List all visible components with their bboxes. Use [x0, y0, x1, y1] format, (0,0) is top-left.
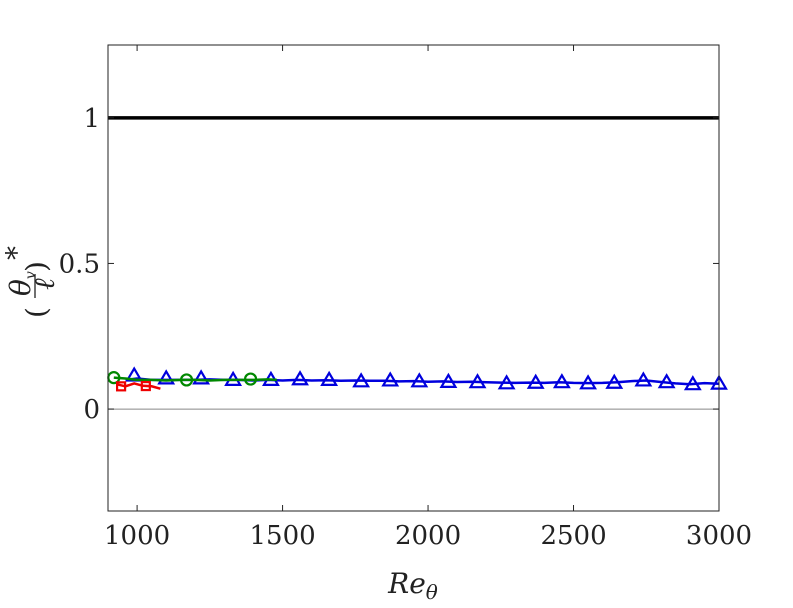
series-0-point: [605, 373, 624, 389]
series-0-point: [439, 372, 458, 388]
series-0-point: [410, 372, 429, 388]
plot-area: [108, 45, 719, 511]
series-0-point: [497, 374, 516, 390]
series-1-point: [179, 373, 194, 387]
y-label-den: ℓ: [28, 278, 61, 290]
y-label-num-main: θ: [4, 279, 37, 296]
x-axis-label: Reθ: [387, 567, 438, 604]
series-0-point: [381, 371, 400, 387]
y-label-num: θv: [4, 271, 39, 296]
y-axis: 00.51: [59, 104, 719, 425]
plot-frame: [107, 44, 720, 512]
y-tick-label: 1: [83, 104, 100, 134]
series-0-point: [352, 372, 371, 388]
series-0-point: [320, 370, 339, 386]
series-0-point: [552, 373, 571, 389]
series-0-point: [526, 373, 545, 389]
series-1-line: [113, 376, 277, 382]
y-tick-label: 0: [83, 395, 100, 425]
y-label-sup: *: [0, 246, 33, 260]
x-axis: 1000 1500 2000 2500 3000: [104, 45, 752, 551]
x-tick-label: 2000: [395, 521, 461, 551]
x-tick-label: 2500: [540, 521, 606, 551]
series-0-point: [579, 374, 597, 390]
y-label-open: (: [20, 307, 53, 318]
series-0-point: [683, 375, 702, 391]
y-tick-label: 0.5: [59, 249, 100, 279]
x-axis-label-sub: θ: [426, 580, 438, 604]
y-label-num-sub: v: [23, 271, 39, 279]
series-2: [115, 380, 161, 392]
x-tick-label: 3000: [686, 521, 752, 551]
series-0-point: [192, 369, 211, 385]
series-0-point: [157, 369, 176, 385]
y-label-close: ): [20, 261, 53, 272]
series-2-point: [140, 380, 151, 392]
series-2-point: [115, 381, 127, 392]
reference-lines: [108, 116, 719, 410]
series-group: [107, 366, 728, 392]
x-tick-label: 1000: [104, 521, 170, 551]
series-0-point: [657, 373, 676, 389]
series-1: [107, 371, 277, 387]
series-0-point: [291, 370, 309, 386]
series-1-point: [243, 372, 258, 386]
x-tick-label: 1500: [249, 521, 315, 551]
y-axis-label: ( θv ℓ ) *: [0, 246, 61, 318]
x-axis-label-main: Re: [387, 567, 426, 600]
series-0-point: [634, 371, 653, 387]
series-0-point: [468, 373, 487, 389]
